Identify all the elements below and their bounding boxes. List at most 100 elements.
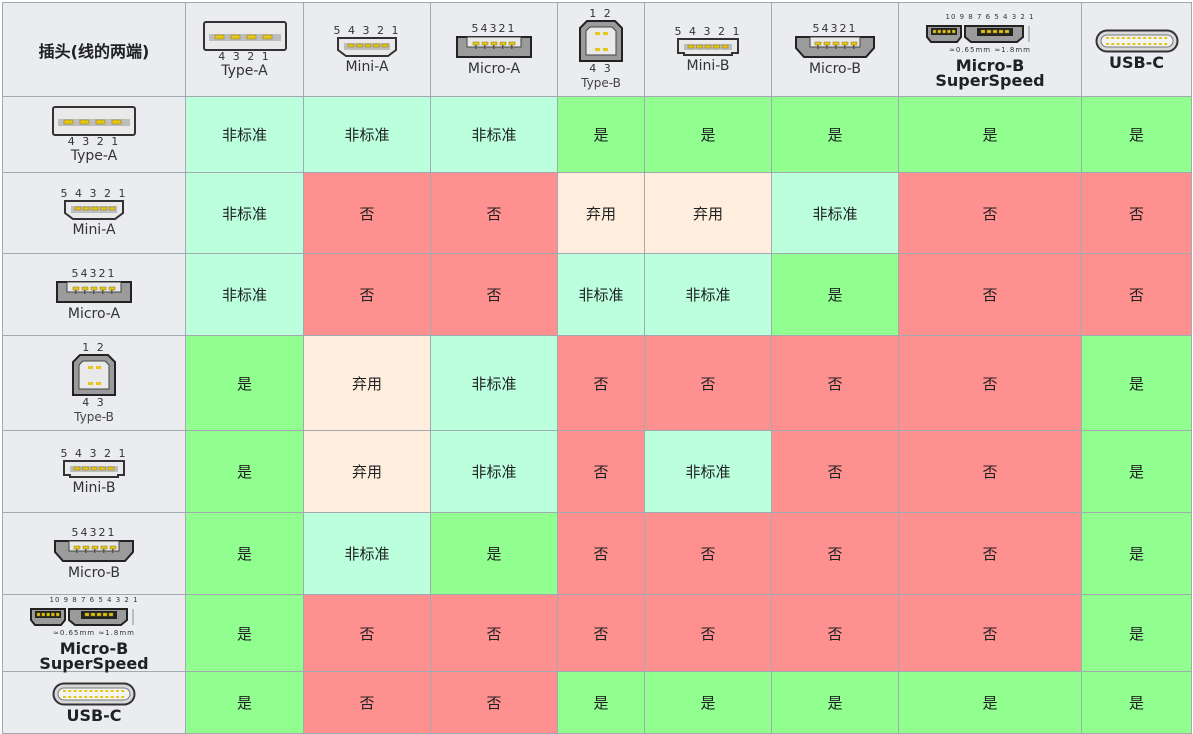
connector-label: Micro-B SuperSpeed	[39, 639, 149, 673]
pin-numbers-top: 54321	[471, 21, 517, 35]
usb-micro-a-connector-icon	[455, 34, 533, 60]
pin-numbers-top: 5 4 3 2 1	[333, 23, 401, 37]
compat-cell: 非标准	[303, 512, 431, 595]
pin-numbers-bottom: 4 3 2 1	[67, 134, 121, 148]
compat-cell: 否	[557, 335, 645, 431]
connector-usb-c: USB-C	[1082, 29, 1191, 72]
compat-cell: 弃用	[303, 430, 431, 513]
connector-label: USB-C	[1108, 53, 1165, 72]
compat-cell: 是	[644, 671, 772, 734]
pin-numbers-top: 5 4 3 2 1	[60, 187, 128, 200]
compat-cell: 弃用	[644, 172, 772, 254]
corner-header: 插头(线的两端)	[2, 2, 186, 97]
column-header-mini-b: 5 4 3 2 1 Mini-B	[644, 2, 772, 97]
column-header-type-b: 1 2 4 3 Type-B	[557, 2, 645, 97]
compat-cell: 是	[644, 96, 772, 173]
compat-cell: 是	[430, 512, 558, 595]
compat-cell: 否	[771, 430, 899, 513]
usb-c-connector-icon	[1095, 29, 1179, 53]
usb-micro-b-superspeed-connector-icon	[925, 23, 1055, 45]
connector-type-b: 1 2 4 3 Type-B	[3, 342, 185, 425]
compat-cell: 是	[185, 430, 304, 513]
compat-cell: 否	[644, 594, 772, 672]
compat-cell: 是	[1081, 512, 1192, 595]
compat-cell: 否	[771, 512, 899, 595]
compat-cell: 是	[185, 335, 304, 431]
compat-cell: 否	[1081, 172, 1192, 254]
usb-micro-b-superspeed-connector-icon	[29, 606, 159, 628]
compat-cell: 非标准	[430, 96, 558, 173]
connector-label: Mini-A	[72, 222, 116, 238]
row-header-micro-b-ss: 10 9 8 7 6 5 4 3 2 1 ≈0.65mm ≈1.8mm Micro-…	[2, 594, 186, 673]
compat-cell: 非标准	[303, 96, 431, 173]
compat-cell: 否	[898, 253, 1082, 336]
usb-mini-b-connector-icon	[62, 459, 126, 479]
row-header-micro-b: 54321 Micro-B	[2, 512, 186, 595]
connector-label: Micro-B	[808, 60, 862, 77]
connector-label: Type-B	[581, 76, 621, 90]
connector-micro-b-ss: 10 9 8 7 6 5 4 3 2 1 ≈0.65mm ≈1.8mm Micro-…	[3, 595, 185, 673]
usb-micro-b-connector-icon	[53, 538, 135, 564]
pin-numbers-top: 1 2	[82, 340, 106, 354]
compat-cell: 是	[185, 594, 304, 672]
compat-cell: 否	[303, 253, 431, 336]
connector-label: Micro-B	[67, 564, 121, 581]
pin-numbers-bottom: 4 3 2 1	[218, 49, 271, 63]
usb-micro-a-connector-icon	[55, 279, 133, 305]
usb-type-b-connector-icon	[71, 353, 117, 397]
compat-cell: 否	[644, 335, 772, 431]
row-header-type-a: 4 3 2 1 Type-A	[2, 96, 186, 173]
pin-numbers-top: 5 4 3 2 1	[674, 24, 742, 38]
compat-cell: 是	[185, 671, 304, 734]
compat-cell: 否	[303, 172, 431, 254]
pin-numbers-bottom: 4 3	[589, 62, 613, 75]
connector-label: Micro-A	[67, 305, 121, 322]
column-header-usb-c: USB-C	[1081, 2, 1192, 97]
compat-cell: 非标准	[185, 253, 304, 336]
connector-label: USB-C	[66, 706, 122, 725]
compat-cell: 是	[898, 96, 1082, 173]
compat-cell: 是	[1081, 335, 1192, 431]
connector-type-a: 4 3 2 1 Type-A	[186, 20, 303, 79]
compat-cell: 非标准	[771, 172, 899, 254]
compat-cell: 是	[1081, 96, 1192, 173]
connector-mini-b: 5 4 3 2 1 Mini-B	[645, 26, 771, 74]
connector-label: Mini-B	[686, 57, 730, 74]
row-header-mini-b: 5 4 3 2 1 Mini-B	[2, 430, 186, 513]
compat-cell: 否	[430, 253, 558, 336]
connector-mini-a: 5 4 3 2 1 Mini-A	[3, 188, 185, 238]
table-body: 4 3 2 1 Type-A 非标准 非标准 非标准是是是是是 5 4 3 2 1 Mini…	[2, 96, 1192, 734]
row-header-type-b: 1 2 4 3 Type-B	[2, 335, 186, 431]
connector-label: Type-A	[70, 147, 118, 164]
compat-cell: 否	[1081, 253, 1192, 336]
column-header-type-a: 4 3 2 1 Type-A	[185, 2, 304, 97]
usb-c-connector-icon	[52, 682, 136, 706]
table-row: 10 9 8 7 6 5 4 3 2 1 ≈0.65mm ≈1.8mm Micro-…	[2, 594, 1192, 673]
pin-numbers-top: 54321	[71, 525, 117, 539]
compat-cell: 是	[557, 96, 645, 173]
compat-cell: 否	[898, 172, 1082, 254]
table-row: 54321 Micro-B 是非标准是否否否否是	[2, 512, 1192, 595]
pin-numbers-bottom: 4 3	[82, 395, 106, 409]
row-header-usb-c: USB-C	[2, 671, 186, 734]
compat-cell: 否	[303, 671, 431, 734]
pin-numbers-top: 1 2	[589, 7, 613, 20]
connector-mini-b: 5 4 3 2 1 Mini-B	[3, 448, 185, 496]
pin-numbers-top: 54321	[71, 266, 117, 280]
compat-cell: 非标准	[185, 96, 304, 173]
compat-cell: 非标准	[430, 335, 558, 431]
compat-cell: 弃用	[303, 335, 431, 431]
pin-numbers-top: 5 4 3 2 1	[60, 446, 128, 460]
table-row: 54321 Micro-A 非标准否否非标准 非标准是否否	[2, 253, 1192, 336]
superspeed-dimensions: ≈0.65mm ≈1.8mm	[53, 629, 135, 637]
usb-mini-b-connector-icon	[676, 37, 740, 57]
compat-cell: 否	[898, 512, 1082, 595]
compat-cell: 是	[1081, 430, 1192, 513]
compat-cell: 是	[898, 671, 1082, 734]
compat-cell: 否	[557, 512, 645, 595]
compat-cell: 弃用	[557, 172, 645, 254]
connector-label: Micro-B SuperSpeed	[935, 55, 1045, 90]
table-row: 5 4 3 2 1 Mini-B 是弃用 非标准否非标准否否是	[2, 430, 1192, 513]
